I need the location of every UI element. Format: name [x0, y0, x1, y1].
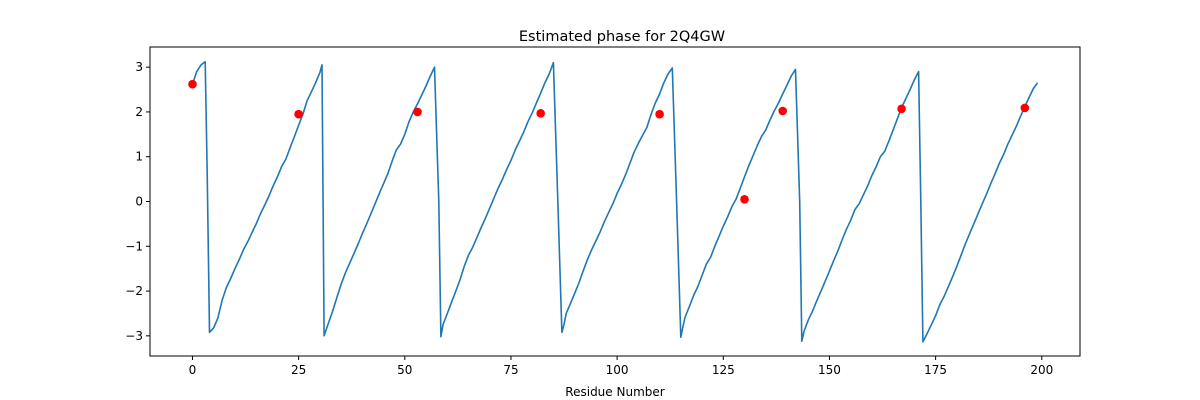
data-point-marker	[897, 104, 906, 114]
x-axis-label: Residue Number	[565, 385, 664, 399]
x-tick-label: 100	[606, 363, 629, 377]
y-tick-label: 2	[135, 105, 143, 119]
y-tick-label: −1	[125, 239, 143, 253]
data-point-marker	[740, 195, 749, 204]
y-tick-label: 1	[135, 150, 143, 164]
plot-frame	[149, 46, 1081, 357]
marker-layer	[188, 79, 1030, 204]
data-point-marker	[536, 109, 545, 118]
plot-area	[191, 60, 1039, 343]
phase-line	[191, 60, 1039, 343]
x-tick-label: 175	[924, 363, 947, 377]
data-point-marker	[778, 106, 787, 116]
chart-title: Estimated phase for 2Q4GW	[519, 29, 725, 45]
y-axis: −3 −2 −1 0 1 2 3	[125, 60, 150, 343]
x-tick-label: 50	[397, 363, 412, 377]
y-tick-label: 3	[135, 60, 143, 74]
x-tick-label: 25	[291, 363, 306, 377]
x-tick-label: 75	[503, 363, 518, 377]
data-point-marker	[188, 79, 197, 89]
data-point-marker	[294, 109, 303, 119]
data-point-marker	[413, 107, 422, 117]
x-tick-label: 200	[1030, 363, 1053, 377]
y-tick-label: 0	[135, 195, 143, 209]
x-tick-label: 0	[189, 363, 197, 377]
x-tick-label: 125	[712, 363, 735, 377]
x-tick-label: 150	[818, 363, 841, 377]
x-axis: 0 25 50 75 100 125 150 175 200	[189, 356, 1053, 377]
data-point-marker	[1020, 103, 1030, 113]
data-point-marker	[655, 109, 664, 119]
y-tick-label: −3	[125, 329, 143, 343]
y-tick-label: −2	[125, 284, 143, 298]
